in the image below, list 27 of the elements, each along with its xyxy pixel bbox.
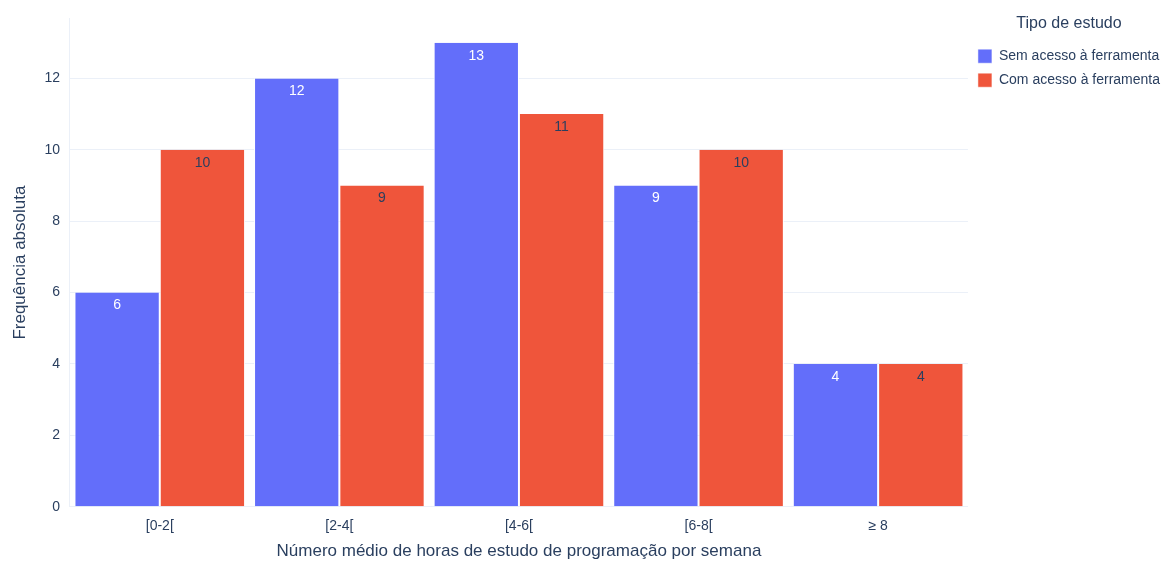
y-tick-label: 0	[52, 497, 61, 514]
data-label: 10	[733, 153, 750, 170]
data-label: 11	[554, 117, 570, 134]
x-tick-label: ≥ 8	[868, 517, 889, 534]
data-label: 6	[113, 296, 122, 313]
data-label: 9	[651, 189, 660, 206]
data-label: 12	[288, 82, 305, 99]
y-tick-label: 2	[52, 426, 61, 443]
x-tick-label: [2-4[	[325, 517, 354, 534]
legend-title: Tipo de estudo	[1016, 14, 1122, 32]
data-label: 9	[378, 189, 387, 206]
x-tick-label: [6-8[	[684, 517, 713, 534]
legend-label: Sem acesso à ferramenta	[998, 47, 1160, 64]
y-tick-label: 10	[44, 140, 61, 157]
y-axis-title: Frequência absoluta	[9, 185, 29, 340]
data-label: 4	[916, 367, 925, 384]
data-label: 4	[831, 367, 840, 384]
x-axis-title: Número médio de horas de estudo de programação por semana	[276, 541, 762, 561]
y-tick-label: 12	[44, 69, 61, 86]
x-tick-label: [4-6[	[504, 517, 534, 534]
legend-label: Com acesso à ferramenta	[998, 71, 1161, 88]
y-tick-label: 4	[52, 354, 61, 371]
x-tick-label: [0-2[	[145, 517, 174, 534]
y-tick-label: 8	[52, 212, 61, 229]
y-tick-label: 6	[52, 283, 61, 300]
data-label: 13	[468, 46, 485, 63]
data-label: 10	[194, 153, 211, 170]
